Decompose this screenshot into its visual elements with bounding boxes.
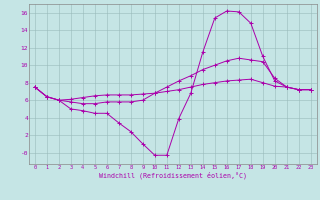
X-axis label: Windchill (Refroidissement éolien,°C): Windchill (Refroidissement éolien,°C)	[99, 171, 247, 179]
